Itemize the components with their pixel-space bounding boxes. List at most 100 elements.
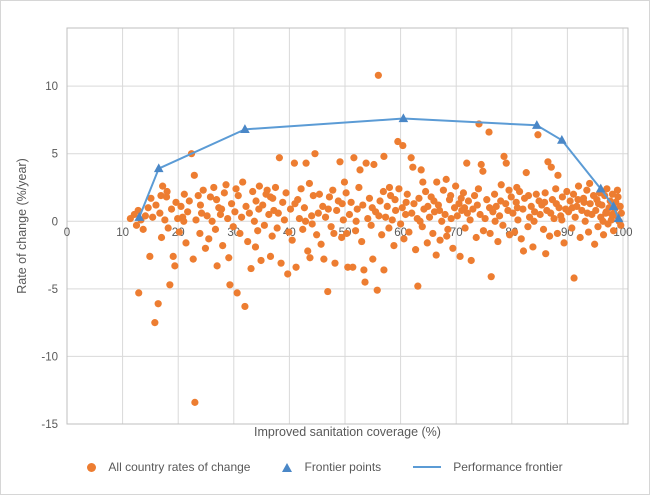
- data-point: [245, 209, 253, 217]
- data-point: [519, 247, 528, 255]
- data-point: [495, 212, 504, 220]
- data-point: [208, 217, 216, 225]
- data-point: [279, 198, 287, 206]
- data-point: [220, 189, 228, 197]
- data-point: [356, 166, 364, 174]
- data-point: [302, 159, 310, 167]
- data-point: [443, 232, 451, 240]
- data-point: [513, 204, 521, 212]
- data-point: [263, 186, 271, 194]
- data-point: [351, 227, 360, 235]
- data-point: [481, 214, 489, 223]
- data-point: [304, 247, 312, 255]
- data-point: [364, 214, 372, 223]
- data-point: [212, 196, 221, 204]
- data-point: [359, 201, 367, 209]
- data-point: [237, 213, 246, 221]
- data-point: [546, 232, 554, 240]
- data-point: [166, 281, 174, 289]
- x-tick-label: 100: [613, 227, 632, 239]
- data-point: [412, 246, 420, 254]
- data-point: [470, 191, 479, 200]
- data-point: [473, 201, 481, 209]
- data-point: [424, 202, 432, 211]
- data-point: [403, 190, 411, 198]
- data-point: [365, 194, 374, 202]
- data-point: [211, 225, 220, 233]
- data-point: [391, 206, 400, 215]
- data-point: [529, 243, 537, 251]
- data-point: [340, 178, 349, 186]
- data-point: [607, 216, 615, 224]
- y-tick-label: -15: [41, 419, 58, 431]
- data-point: [485, 128, 493, 136]
- data-point: [336, 158, 344, 166]
- data-point: [277, 259, 285, 267]
- data-point: [290, 159, 299, 167]
- data-point: [438, 217, 446, 225]
- frontier-point: [613, 213, 624, 223]
- data-point: [547, 209, 555, 217]
- data-point: [491, 217, 499, 225]
- data-point: [224, 214, 232, 223]
- data-point: [294, 196, 302, 204]
- y-axis-title: Rate of change (%/year): [15, 158, 29, 294]
- data-point: [184, 208, 192, 216]
- data-point: [233, 289, 241, 297]
- data-point: [338, 200, 346, 208]
- legend: All country rates of change Frontier poi…: [1, 460, 649, 474]
- data-point: [416, 217, 424, 225]
- data-point: [265, 210, 273, 219]
- data-point: [313, 231, 321, 239]
- data-point: [167, 205, 176, 213]
- data-point: [558, 193, 566, 201]
- data-point: [532, 190, 540, 198]
- data-point: [159, 182, 167, 190]
- data-point: [499, 221, 507, 229]
- data-point: [345, 210, 354, 219]
- data-point: [275, 154, 283, 162]
- data-point: [489, 208, 497, 216]
- data-point: [191, 398, 199, 406]
- data-point: [402, 198, 410, 206]
- x-tick-label: 10: [116, 227, 129, 239]
- data-point: [558, 216, 566, 224]
- data-point: [259, 201, 267, 209]
- data-point: [419, 178, 427, 186]
- data-point: [398, 204, 406, 212]
- data-point: [157, 191, 165, 200]
- data-point: [510, 228, 519, 236]
- data-point: [271, 183, 280, 192]
- legend-item-all-country-rates: All country rates of change: [87, 460, 250, 474]
- data-point: [573, 202, 581, 211]
- data-point: [189, 255, 197, 263]
- data-point: [350, 154, 358, 162]
- frontier-point: [595, 183, 606, 193]
- data-point: [512, 198, 520, 206]
- data-point: [234, 191, 242, 200]
- data-point: [449, 244, 457, 252]
- data-point: [490, 190, 499, 198]
- data-point: [569, 190, 578, 198]
- data-point: [369, 255, 377, 263]
- data-point: [355, 183, 363, 192]
- x-tick-label: 70: [450, 227, 463, 239]
- frontier-point: [532, 120, 542, 129]
- data-point: [609, 227, 618, 235]
- data-point: [360, 266, 368, 274]
- data-point: [617, 209, 625, 217]
- data-point: [242, 202, 250, 211]
- data-point: [269, 194, 277, 202]
- data-point: [566, 197, 574, 205]
- data-point: [483, 196, 491, 204]
- data-point: [399, 141, 407, 150]
- data-point: [182, 239, 190, 247]
- data-point: [409, 163, 417, 171]
- data-point: [162, 193, 171, 201]
- data-point: [463, 209, 471, 217]
- data-point: [338, 233, 346, 242]
- plot-border: [66, 27, 629, 425]
- data-point: [376, 197, 384, 205]
- data-point: [405, 228, 413, 236]
- frontier-point: [240, 124, 250, 133]
